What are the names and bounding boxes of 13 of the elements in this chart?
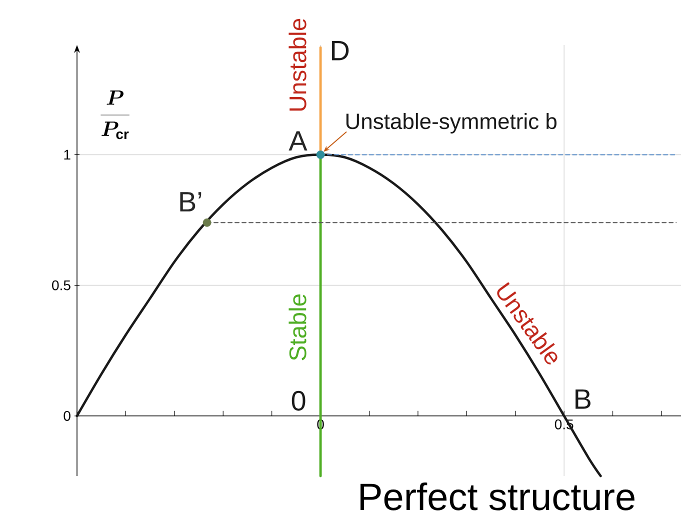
annotation: 0 xyxy=(292,390,306,411)
text: Unstable xyxy=(288,18,306,111)
annotation: B xyxy=(576,389,590,409)
y-tick-label: 1 xyxy=(64,150,70,160)
annotation: A xyxy=(288,131,308,150)
text: Perfect structure xyxy=(360,482,634,510)
annotation: D xyxy=(332,40,349,60)
text: Stable xyxy=(288,294,306,360)
y-axis-title: $\frac{P}{P_{\mathrm{cr}}}$ xyxy=(100,90,130,140)
y-tick-label: 0 xyxy=(64,410,70,421)
annotation: B’ xyxy=(180,192,202,212)
y-tick-label: 0.5 xyxy=(52,280,70,290)
annotation: Unstable-symmetric b xyxy=(346,112,556,134)
